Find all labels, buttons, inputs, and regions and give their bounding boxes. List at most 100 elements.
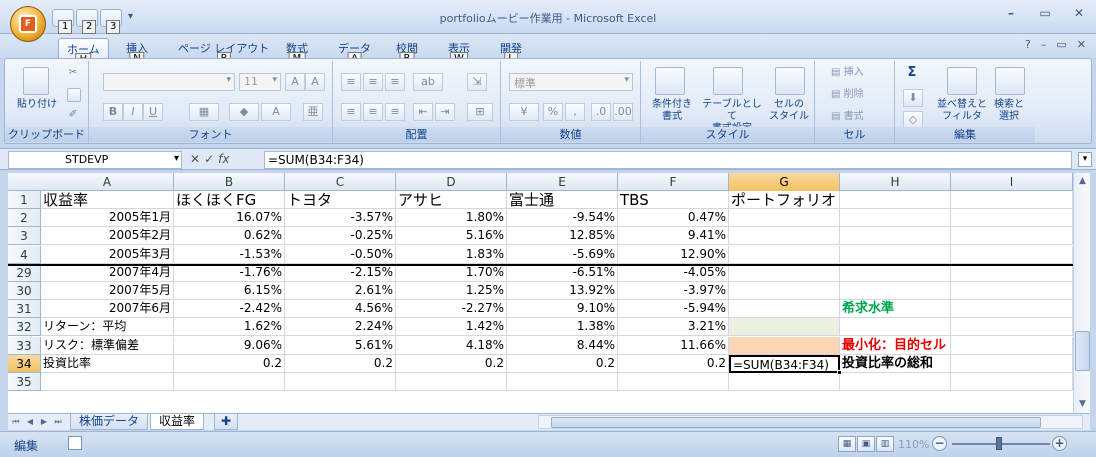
last-sheet-icon[interactable]: ⏭ xyxy=(54,417,62,426)
cell-b32[interactable]: 1.62% xyxy=(174,318,285,337)
row-header[interactable]: 29 xyxy=(8,263,41,282)
tab-developer[interactable]: 開発L xyxy=(492,38,530,66)
cell-e32[interactable]: 1.38% xyxy=(507,318,618,337)
cell-h2[interactable] xyxy=(840,209,951,228)
cell-h33[interactable]: 最小化：目的セル xyxy=(840,336,951,355)
cell-a31[interactable]: 2007年6月 xyxy=(41,300,174,319)
cell-f35[interactable] xyxy=(618,373,729,391)
decrease-decimal-icon[interactable]: .00 xyxy=(613,103,633,121)
merge-center-icon[interactable]: ⊞ xyxy=(467,103,493,121)
cell-c34[interactable]: 0.2 xyxy=(285,354,396,373)
cut-icon[interactable]: ✂ xyxy=(68,67,78,78)
sort-filter-label[interactable]: 並べ替えと フィルタ xyxy=(937,99,987,122)
cell-g4[interactable] xyxy=(729,245,840,264)
cell-h35[interactable] xyxy=(840,373,951,391)
zoom-out-icon[interactable]: − xyxy=(932,436,947,451)
cell-f4[interactable]: 12.90% xyxy=(618,245,729,264)
column-header-f[interactable]: F xyxy=(618,173,729,191)
wrap-text-icon[interactable]: ⇲ xyxy=(467,73,487,91)
cell-f29[interactable]: -4.05% xyxy=(618,263,729,282)
cell-g34[interactable]: =SUM(B34:F34) xyxy=(729,354,840,373)
cell-h3[interactable] xyxy=(840,227,951,246)
redo-button[interactable]: 3 xyxy=(100,9,122,34)
cell-g30[interactable] xyxy=(729,282,840,300)
prev-sheet-icon[interactable]: ◀ xyxy=(26,417,34,426)
cell-e29[interactable]: -6.51% xyxy=(507,263,618,282)
scroll-down-icon[interactable]: ▼ xyxy=(1079,399,1086,409)
cell-b30[interactable]: 6.15% xyxy=(174,282,285,300)
cell-a33[interactable]: リスク：標準偏差 xyxy=(41,336,174,355)
name-box[interactable]: STDEVP xyxy=(8,151,182,169)
cell-e33[interactable]: 8.44% xyxy=(507,336,618,355)
currency-icon[interactable]: ¥ xyxy=(509,103,539,121)
cell-c31[interactable]: 4.56% xyxy=(285,300,396,319)
tab-review[interactable]: 校閲R xyxy=(388,38,426,66)
increase-indent-icon[interactable]: ⇥ xyxy=(435,103,455,121)
insert-function-icon[interactable]: fx xyxy=(218,152,230,166)
cell-b34[interactable]: 0.2 xyxy=(174,354,285,373)
font-name-combo[interactable] xyxy=(103,73,235,91)
row-header[interactable]: 3 xyxy=(8,227,41,246)
cell-b2[interactable]: 16.07% xyxy=(174,209,285,228)
cell-d30[interactable]: 1.25% xyxy=(396,282,507,300)
cell-a1[interactable]: 収益率 xyxy=(41,191,174,209)
restore-workbook-icon[interactable]: ▭ xyxy=(1056,38,1067,51)
cell-h29[interactable] xyxy=(840,263,951,282)
format-as-table-icon[interactable] xyxy=(713,67,743,95)
cell-e30[interactable]: 13.92% xyxy=(507,282,618,300)
cell-g1[interactable]: ポートフォリオ xyxy=(729,191,840,209)
cell-f32[interactable]: 3.21% xyxy=(618,318,729,337)
cell-e31[interactable]: 9.10% xyxy=(507,300,618,319)
tab-page-layout[interactable]: ページ レイアウトP xyxy=(170,38,277,66)
cell-e1[interactable]: 富士通 xyxy=(507,191,618,209)
tab-view[interactable]: 表示W xyxy=(440,38,478,66)
cell-e2[interactable]: -9.54% xyxy=(507,209,618,228)
align-top-icon[interactable]: ≡ xyxy=(341,73,361,91)
cell-f33[interactable]: 11.66% xyxy=(618,336,729,355)
cell-h34[interactable]: 投資比率の総和 xyxy=(840,354,951,373)
office-button[interactable]: F xyxy=(10,6,46,42)
cell-a2[interactable]: 2005年1月 xyxy=(41,209,174,228)
paste-icon[interactable] xyxy=(23,67,49,95)
close-icon[interactable]: ✕ xyxy=(1073,6,1085,20)
cell-e34[interactable]: 0.2 xyxy=(507,354,618,373)
cell-h32[interactable] xyxy=(840,318,951,337)
fill-icon[interactable]: ⬇ xyxy=(903,89,923,107)
cell-e3[interactable]: 12.85% xyxy=(507,227,618,246)
enter-icon[interactable]: ✓ xyxy=(204,152,215,166)
number-format-combo[interactable]: 標準 xyxy=(509,73,633,91)
row-header[interactable]: 32 xyxy=(8,318,41,337)
cell-a30[interactable]: 2007年5月 xyxy=(41,282,174,300)
formula-input[interactable]: =SUM(B34:F34) xyxy=(264,151,1072,169)
cell-f30[interactable]: -3.97% xyxy=(618,282,729,300)
fill-color-icon[interactable]: ◆ xyxy=(229,103,259,121)
cell-g2[interactable] xyxy=(729,209,840,228)
cell-styles-icon[interactable] xyxy=(775,67,805,95)
zoom-in-icon[interactable]: + xyxy=(1052,436,1067,451)
insert-sheet-icon[interactable]: ✚ xyxy=(214,414,239,430)
cell-h30[interactable] xyxy=(840,282,951,300)
cell-a3[interactable]: 2005年2月 xyxy=(41,227,174,246)
cell-c2[interactable]: -3.57% xyxy=(285,209,396,228)
insert-cells-button[interactable]: ▤ 挿入 xyxy=(831,67,891,79)
column-header-i[interactable]: I xyxy=(951,173,1073,191)
find-select-icon[interactable] xyxy=(995,67,1025,95)
cell-d29[interactable]: 1.70% xyxy=(396,263,507,282)
cell-a29[interactable]: 2007年4月 xyxy=(41,263,174,282)
macro-record-icon[interactable] xyxy=(68,436,82,450)
row-header[interactable]: 2 xyxy=(8,209,41,228)
customize-qat-icon[interactable]: ▾ xyxy=(128,11,134,22)
tab-insert[interactable]: 挿入N xyxy=(118,38,156,66)
page-break-view-icon[interactable]: ▥ xyxy=(876,436,894,452)
find-select-label[interactable]: 検索と 選択 xyxy=(994,99,1024,122)
cell-a32[interactable]: リターン：平均 xyxy=(41,318,174,337)
cell-f2[interactable]: 0.47% xyxy=(618,209,729,228)
italic-icon[interactable]: I xyxy=(123,103,143,121)
cell-g31[interactable] xyxy=(729,300,840,319)
cell-d32[interactable]: 1.42% xyxy=(396,318,507,337)
align-left-icon[interactable]: ≡ xyxy=(341,103,361,121)
row-header[interactable]: 4 xyxy=(8,245,41,264)
cell-d33[interactable]: 4.18% xyxy=(396,336,507,355)
cell-a35[interactable] xyxy=(41,373,174,391)
